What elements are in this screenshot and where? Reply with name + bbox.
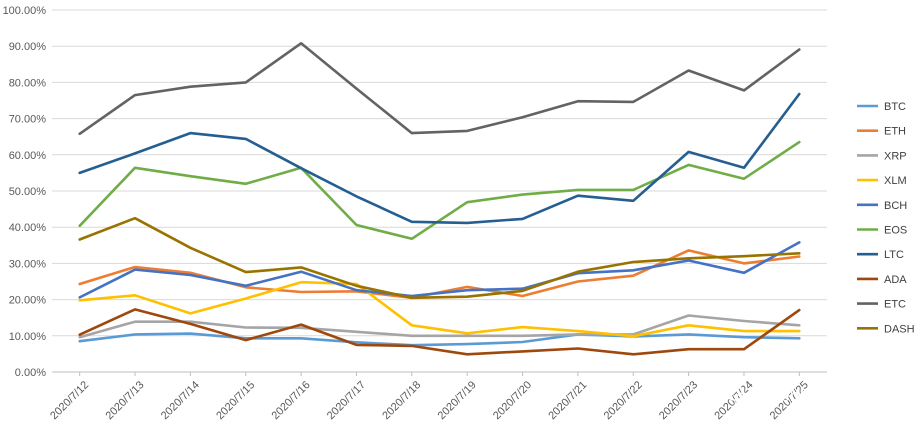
y-tick-label: 70.00% <box>9 114 47 126</box>
y-tick-label: 30.00% <box>9 258 47 270</box>
series-line-dash <box>78 216 801 300</box>
series-line-bch <box>78 241 801 299</box>
watermark: TokenMania <box>725 385 846 406</box>
legend-item-etc: ETC <box>857 299 906 311</box>
series-line-ada <box>78 308 801 356</box>
y-tick-label: 90.00% <box>9 41 47 53</box>
x-tick-label: 2020/7/14 <box>159 379 202 422</box>
legend: BTC ETH XRP XLM BCH EOS LTC ADA ETC DASH <box>857 101 915 335</box>
x-tick-label: 2020/7/21 <box>546 379 589 422</box>
y-tick-label: 0.00% <box>15 367 46 379</box>
y-tick-label: 50.00% <box>9 186 47 198</box>
legend-item-xrp: XRP <box>857 150 907 162</box>
gridlines <box>52 9 827 373</box>
series-line-btc <box>78 332 801 347</box>
legend-item-ada: ADA <box>857 274 907 286</box>
x-tick-label: 2020/7/13 <box>104 379 147 422</box>
legend-item-dash: DASH <box>857 323 915 335</box>
y-tick-label: 10.00% <box>9 331 47 343</box>
legend-label: BTC <box>884 101 906 113</box>
x-tick-label: 2020/7/16 <box>270 379 313 422</box>
legend-label: ETC <box>884 299 906 311</box>
legend-item-ltc: LTC <box>857 249 904 261</box>
series-line-etc <box>78 41 801 136</box>
legend-item-eth: ETH <box>857 126 906 138</box>
x-tick-label: 2020/7/20 <box>491 379 534 422</box>
x-tick-label: 2020/7/19 <box>436 379 479 422</box>
x-tick-label: 2020/7/15 <box>214 379 257 422</box>
legend-item-btc: BTC <box>857 101 906 113</box>
series-line-ltc <box>78 92 801 225</box>
legend-label: EOS <box>884 225 907 237</box>
series-line-xlm <box>78 280 801 338</box>
legend-item-xlm: XLM <box>857 175 907 187</box>
x-tick-label: 2020/7/12 <box>48 379 91 422</box>
y-tick-label: 60.00% <box>9 150 47 162</box>
legend-label: DASH <box>884 323 915 335</box>
legend-label: XLM <box>884 175 907 187</box>
y-tick-label: 100.00% <box>3 5 47 17</box>
series-line-xrp <box>78 314 801 339</box>
legend-label: ETH <box>884 126 906 138</box>
x-tick-label: 2020/7/23 <box>657 379 700 422</box>
series-lines <box>78 41 801 356</box>
watermark-text: TokenMania <box>754 386 846 405</box>
y-tick-label: 40.00% <box>9 222 47 234</box>
wechat-icon <box>725 385 751 406</box>
legend-item-bch: BCH <box>857 200 907 212</box>
axes: 0.00% 10.00% 20.00% 30.00% 40.00% 50.00% 60.00… <box>3 5 827 422</box>
legend-label: BCH <box>884 200 907 212</box>
x-tick-label: 2020/7/22 <box>602 379 645 422</box>
y-tick-label: 80.00% <box>9 77 47 89</box>
legend-label: ADA <box>884 274 907 286</box>
x-tick-label: 2020/7/18 <box>380 379 423 422</box>
legend-label: XRP <box>884 150 907 162</box>
legend-label: LTC <box>884 249 904 261</box>
legend-item-eos: EOS <box>857 225 907 237</box>
y-tick-label: 20.00% <box>9 295 47 307</box>
series-line-eos <box>78 140 801 241</box>
x-tick-label: 2020/7/17 <box>325 379 368 422</box>
